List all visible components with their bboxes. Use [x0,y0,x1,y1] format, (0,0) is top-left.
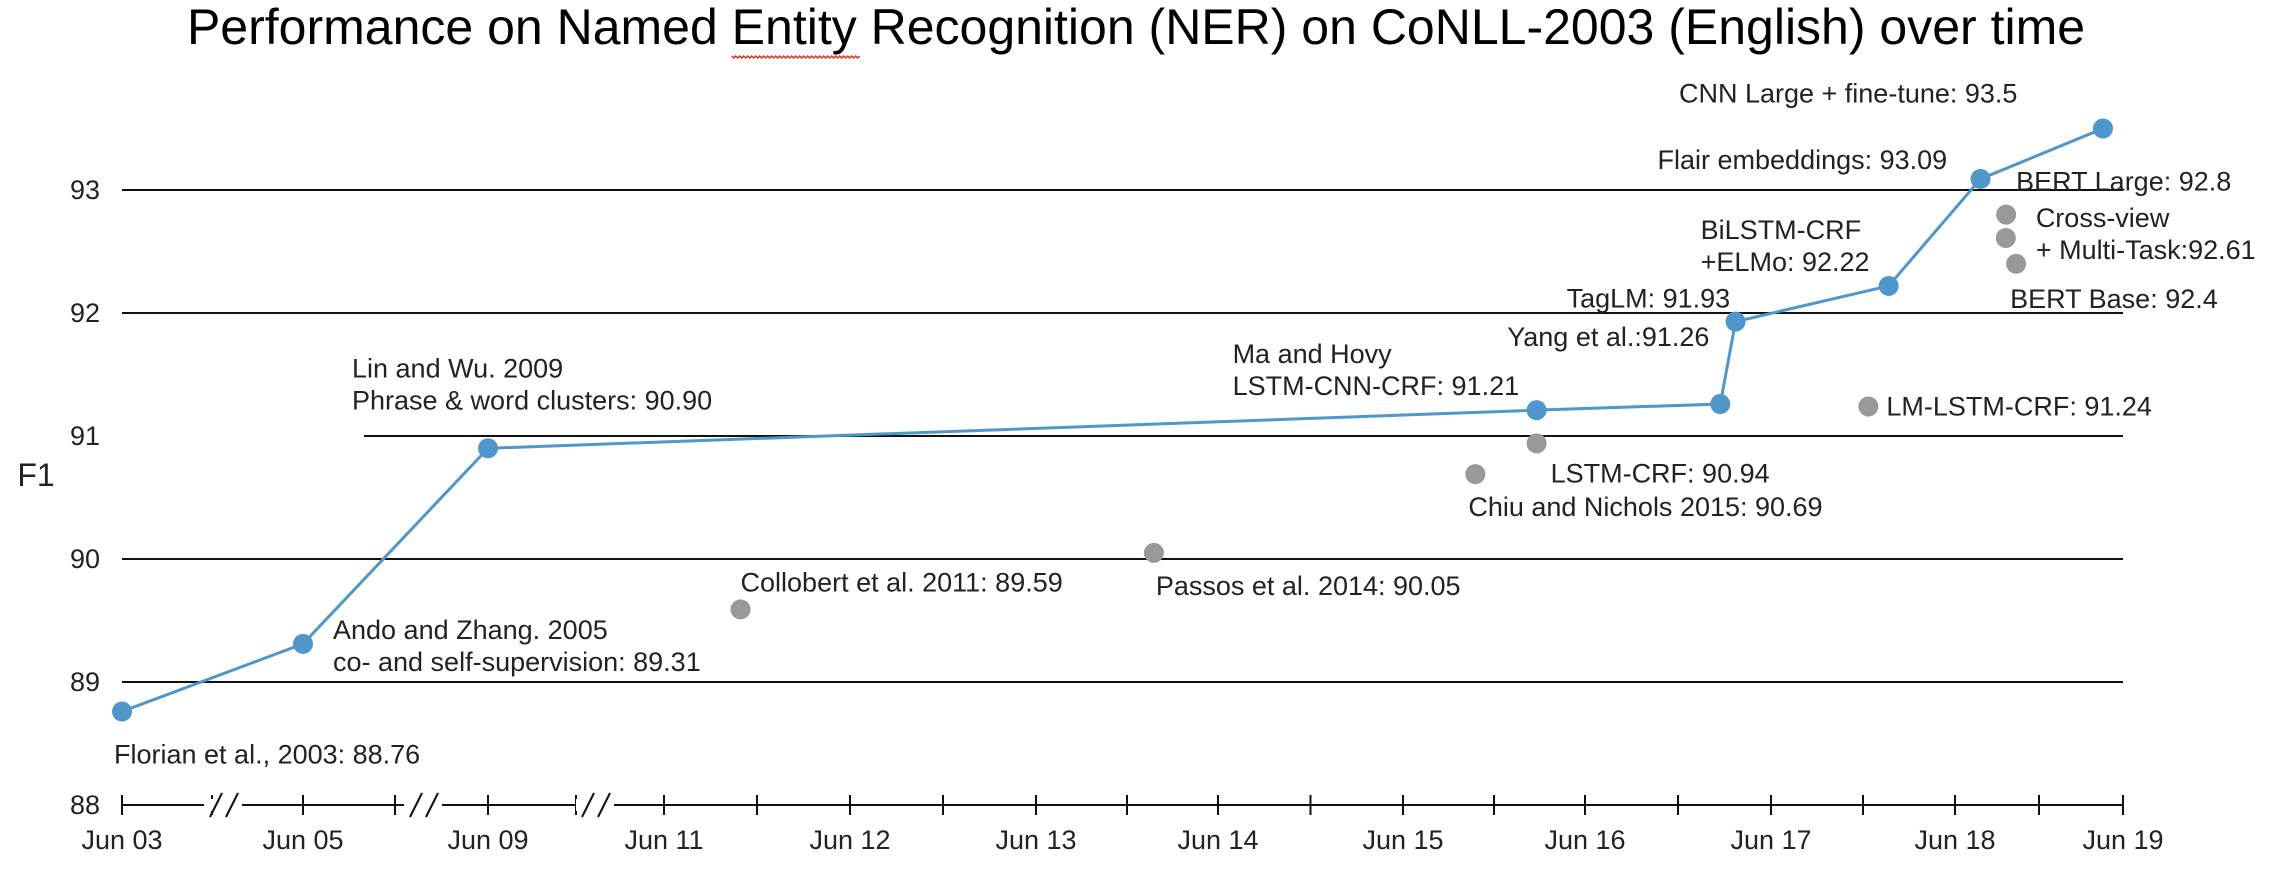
axis-break-mark [409,792,423,818]
x-tick-label: Jun 03 [81,825,162,855]
x-axis: Jun 03 Jun 05 Jun 09 Jun 11 Jun 12 Jun 13 Jun … [81,792,2164,855]
x-tick-label: Jun 11 [624,825,703,855]
x-tick-label: Jun 19 [2082,825,2163,855]
point-label: Florian et al., 2003: 88.76 [114,740,420,770]
x-tick-label: Jun 09 [447,825,528,855]
sota-point [293,633,313,654]
sota-point [1878,275,1899,296]
sota-point [1725,311,1746,332]
x-tick-label: Jun 13 [995,825,1076,855]
other-point [1858,396,1879,417]
point-label: LSTM-CRF: 90.94 [1551,458,1770,488]
x-tick-label: Jun 15 [1362,825,1443,855]
point-label: BERT Large: 92.8 [2016,167,2231,197]
axis-break-mark [225,792,239,818]
other-point [1995,227,2016,248]
axis-break-mark [425,792,439,818]
point-label: TagLM: 91.93 [1567,284,1731,314]
point-label: Ando and Zhang. 2005 [333,615,608,645]
chart-title: Performance on Named Entity Recognition … [187,0,2085,55]
axis-break-gap [204,799,242,811]
x-tick-label: Jun 12 [809,825,890,855]
data-points [112,118,2113,722]
point-label: BERT Base: 92.4 [2010,284,2218,314]
point-label: Lin and Wu. 2009 [352,353,563,383]
x-tick-label: Jun 16 [1544,825,1625,855]
other-point [1996,204,2017,225]
y-tick-label: 93 [70,175,100,205]
other-point [1143,542,1164,563]
other-point [1526,433,1547,454]
axis-break-gap [576,799,614,811]
other-point [2006,253,2027,274]
sota-point [1710,394,1731,415]
y-tick-label: 91 [70,421,100,451]
point-label: co- and self-supervision: 89.31 [333,647,701,677]
axis-break-mark [581,792,595,818]
other-point [1465,464,1486,485]
y-tick-label: 92 [70,298,100,328]
axis-break-gap [404,799,442,811]
point-label: Flair embeddings: 93.09 [1658,145,1948,175]
point-label: LM-LSTM-CRF: 91.24 [1886,391,2152,421]
point-label: Cross-view [2036,203,2170,233]
x-tick-label: Jun 17 [1730,825,1811,855]
axis-break-mark [597,792,611,818]
y-tick-label: 89 [70,667,100,697]
point-label: +ELMo: 92.22 [1701,247,1870,277]
sota-point [112,701,132,722]
point-label: Chiu and Nichols 2015: 90.69 [1468,492,1822,522]
x-tick-label: Jun 18 [1914,825,1995,855]
y-tick-label: 88 [70,790,100,820]
x-tick-label: Jun 14 [1177,825,1258,855]
sota-point [1526,400,1547,421]
point-label: CNN Large + fine-tune: 93.5 [1679,79,2017,109]
sota-point [1970,168,1991,189]
point-label: Passos et al. 2014: 90.05 [1156,571,1461,601]
spellcheck-underline [731,54,861,60]
other-point [730,599,751,620]
point-label: Ma and Hovy [1233,339,1393,369]
x-tick-label: Jun 05 [262,825,343,855]
sota-point [478,438,498,459]
sota-point [2092,118,2113,139]
y-axis-label: F1 [17,457,54,493]
y-tick-label: 90 [70,544,100,574]
axis-break-mark [209,792,223,818]
point-label: Yang et al.:91.26 [1507,322,1709,352]
point-label: Collobert et al. 2011: 89.59 [741,567,1063,597]
y-axis: 88 89 90 91 92 93 [70,175,100,820]
point-label: + Multi-Task:92.61 [2036,235,2256,265]
point-label: LSTM-CNN-CRF: 91.21 [1233,371,1520,401]
point-label: Phrase & word clusters: 90.90 [352,385,712,415]
point-label: BiLSTM-CRF [1701,215,1862,245]
grid-lines [122,189,2123,683]
point-labels: Florian et al., 2003: 88.76 Ando and Zhan… [114,79,2256,770]
